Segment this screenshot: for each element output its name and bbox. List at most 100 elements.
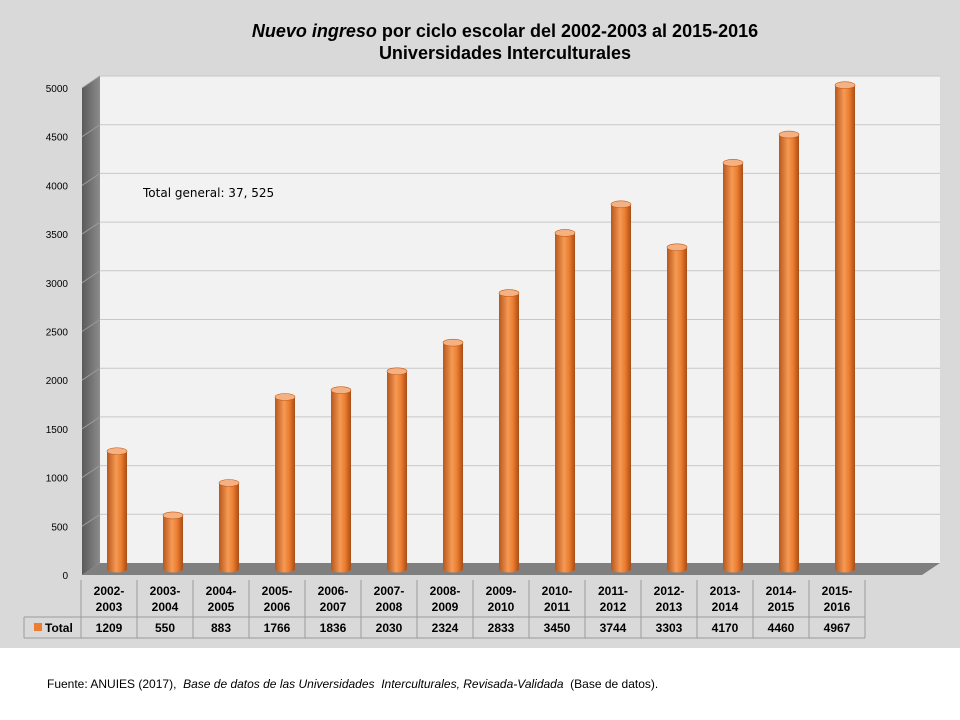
data-table-value: 1209: [96, 621, 123, 635]
bar: [555, 232, 575, 573]
x-tick-label: 2011-: [598, 584, 628, 598]
data-table-value: 4460: [768, 621, 795, 635]
bar: [275, 396, 295, 573]
bar-top: [778, 130, 800, 139]
bar: [163, 515, 183, 573]
x-tick-label: 2007-: [374, 584, 405, 598]
gridline-side: [81, 319, 101, 332]
bar: [835, 85, 855, 573]
y-tick-label: 4000: [46, 181, 69, 192]
bar-top: [274, 393, 296, 401]
x-tick-label: 2004: [152, 600, 179, 614]
x-tick-label: 2010: [488, 600, 515, 614]
x-tick-label: 2007: [320, 600, 347, 614]
y-tick-label: 5000: [46, 84, 69, 95]
bar-top: [666, 243, 688, 252]
bar: [331, 390, 351, 573]
x-tick-label: 2013: [656, 600, 683, 614]
gridline-side: [81, 75, 101, 89]
data-table-value: 3744: [600, 621, 627, 635]
x-tick-label: 2011: [544, 600, 570, 614]
bar: [723, 162, 743, 573]
x-tick-label: 2012: [600, 600, 627, 614]
bar-top: [610, 200, 632, 209]
y-tick-label: 1500: [46, 425, 69, 436]
bar-top: [834, 81, 856, 90]
y-tick-label: 1000: [46, 474, 69, 485]
x-tick-label: 2003: [96, 600, 123, 614]
data-table-value: 4170: [712, 621, 739, 635]
legend-swatch: [34, 623, 42, 631]
chart-title-line: Nuevo ingreso por ciclo escolar del 2002…: [0, 20, 960, 42]
data-table-value: 2324: [432, 621, 459, 635]
bar: [107, 451, 127, 573]
y-tick-label: 2000: [46, 376, 69, 387]
x-tick-label: 2005: [208, 600, 235, 614]
gridline-side: [81, 416, 101, 430]
x-tick-label: 2006-: [318, 584, 349, 598]
bar-top: [554, 229, 576, 237]
x-tick-label: 2010-: [542, 584, 573, 598]
x-tick-label: 2005-: [262, 584, 293, 598]
gridline-side: [81, 270, 101, 284]
chart-title-rest: por ciclo escolar del 2002-2003 al 2015-…: [376, 21, 759, 41]
bar-top: [442, 338, 464, 347]
gridline-side: [81, 465, 101, 479]
bar: [667, 247, 687, 573]
x-tick-label: 2006: [264, 600, 291, 614]
bar-top: [218, 479, 240, 487]
x-tick-label: 2002-: [94, 584, 125, 598]
bar: [219, 482, 239, 573]
chart-title-italic: Nuevo ingreso: [251, 21, 377, 41]
x-tick-label: 2014-: [766, 584, 797, 598]
x-tick-label: 2009: [432, 600, 459, 614]
chart-title: Nuevo ingreso por ciclo escolar del 2002…: [0, 20, 960, 64]
footer-suffix: (Base de datos).: [563, 677, 659, 691]
chart-subtitle: Universidades Interculturales: [378, 43, 632, 63]
data-table-value: 2833: [488, 621, 515, 635]
x-tick-label: 2015: [768, 600, 795, 614]
bar-top: [330, 386, 352, 394]
data-table-value: 4967: [824, 621, 851, 635]
x-tick-label: 2012-: [654, 584, 685, 598]
gridline-side: [81, 221, 101, 235]
bar-top: [386, 367, 408, 376]
bar-top: [498, 289, 520, 297]
y-tick-label: 3500: [46, 230, 69, 241]
bar: [499, 293, 519, 573]
gridline-side: [81, 513, 101, 527]
chart-svg: 0 500 1000 1500 2000 2500 3000 3500 4000 4500 5000…: [23, 75, 940, 639]
x-tick-label: 2013-: [710, 584, 741, 598]
y-tick-label: 3000: [46, 279, 69, 290]
data-table-value: 3303: [656, 621, 683, 635]
x-tick-label: 2015-: [822, 584, 853, 598]
bar: [387, 371, 407, 573]
source-footer: Fuente: ANUIES (2017), Base de datos de …: [47, 677, 658, 691]
x-tick-label: 2008-: [430, 584, 461, 598]
bar-top: [162, 511, 184, 520]
gridline-side: [81, 172, 101, 186]
bar-top: [106, 447, 128, 456]
chart-annotation: Total general: 37, 525: [142, 186, 274, 200]
x-tick-label: 2008: [376, 600, 403, 614]
data-table-value: 3450: [544, 621, 571, 635]
x-tick-label: 2009-: [486, 584, 517, 598]
gridline-side: [81, 124, 101, 138]
data-table-value: 550: [155, 621, 175, 635]
y-tick-label: 2500: [46, 328, 69, 339]
data-table-value: 2030: [376, 621, 403, 635]
y-tick-label: 0: [62, 571, 68, 582]
data-table-value: 883: [211, 621, 231, 635]
y-tick-label: 500: [51, 522, 68, 533]
x-tick-label: 2004-: [206, 584, 237, 598]
x-tick-label: 2003-: [150, 584, 181, 598]
footer-italic: Base de datos de las Universidades Inter…: [183, 677, 564, 691]
bar-top: [722, 159, 744, 167]
bar: [443, 342, 463, 573]
data-table-value: 1836: [320, 621, 347, 635]
footer-prefix: Fuente: ANUIES (2017),: [47, 677, 184, 691]
data-table-value: 1766: [264, 621, 291, 635]
y-tick-label: 4500: [46, 133, 69, 144]
bar: [779, 134, 799, 573]
x-tick-label: 2014: [712, 600, 739, 614]
